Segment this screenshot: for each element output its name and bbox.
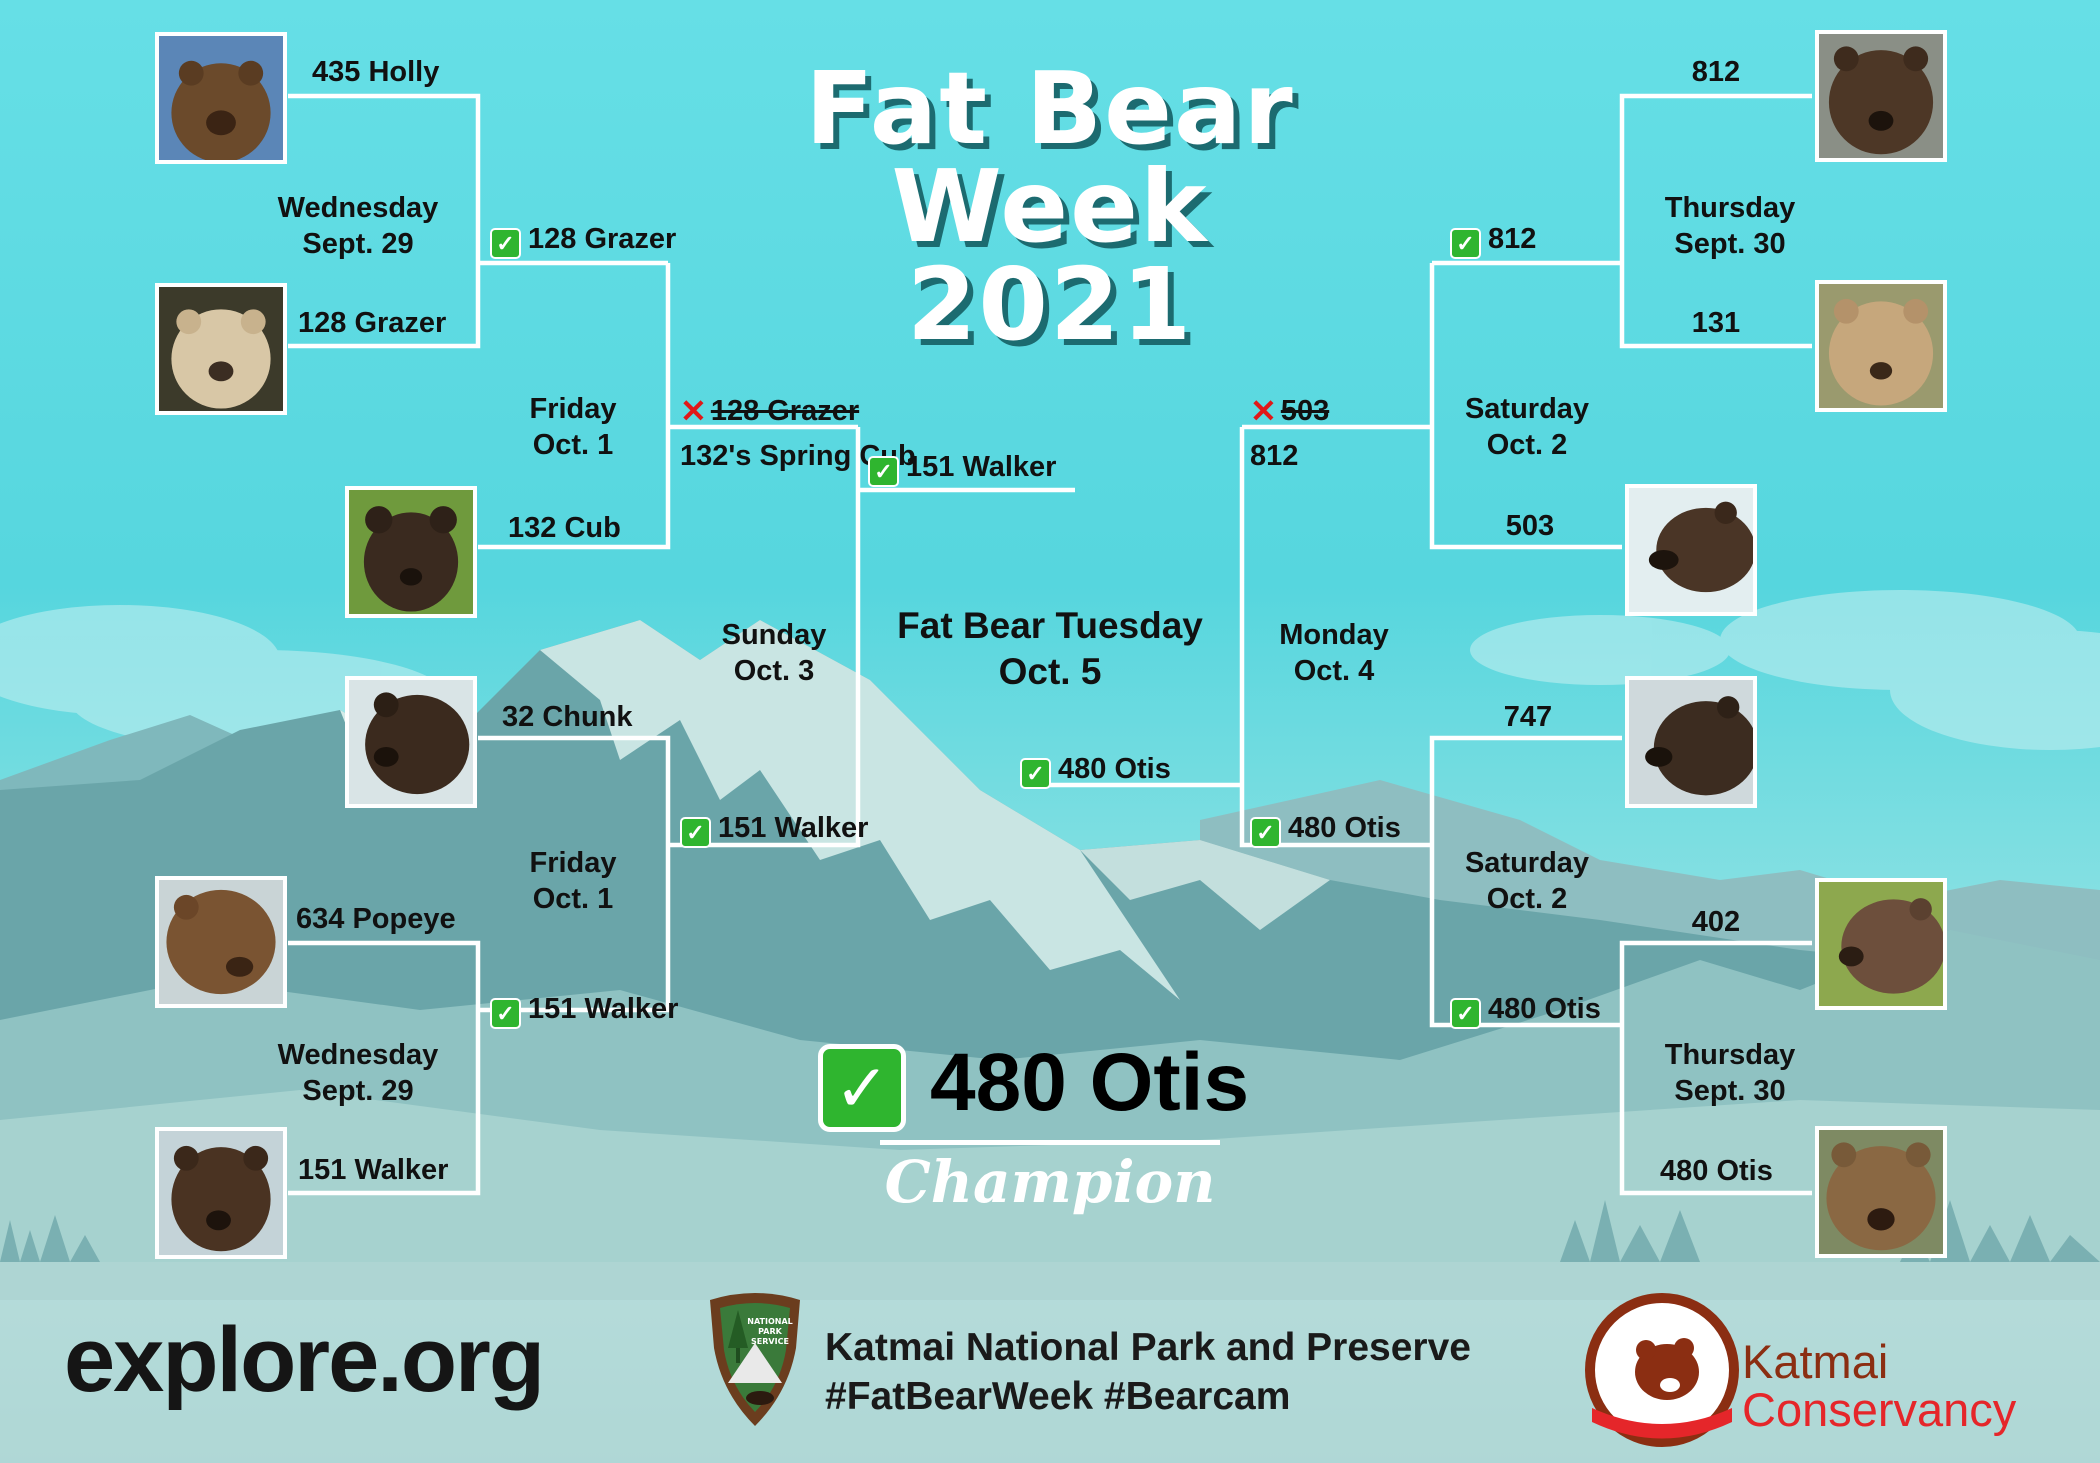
check-icon: ✓ bbox=[1450, 998, 1481, 1029]
round-label-right-r3: Monday Oct. 4 bbox=[1279, 619, 1389, 688]
round-label-left-r2-top: Friday Oct. 1 bbox=[529, 393, 617, 462]
bear-label-402: 402 bbox=[1691, 906, 1741, 938]
bracket-line bbox=[1239, 427, 1432, 848]
cross-icon: ✕ bbox=[680, 393, 707, 429]
park-name: Katmai National Park and Preserve bbox=[825, 1326, 1471, 1369]
check-icon: ✓ bbox=[490, 998, 521, 1029]
bear-label-32: 32 Chunk bbox=[502, 701, 633, 733]
check-icon: ✓ bbox=[1020, 758, 1051, 789]
conservancy-name-line: Conservancy bbox=[1742, 1383, 2017, 1436]
bear-photo-32 bbox=[345, 676, 477, 808]
explore-logo: explore.org bbox=[64, 1309, 545, 1411]
result-l-r3: ✓ 151 Walker bbox=[868, 453, 1056, 487]
round-label-left-r1-top: Wednesday Sept. 29 bbox=[277, 192, 439, 261]
bracket-line bbox=[478, 735, 671, 1013]
bear-photo-151 bbox=[155, 1127, 287, 1259]
bear-photo-128 bbox=[155, 283, 287, 415]
bear-photo-634 bbox=[155, 876, 287, 1008]
bracket-line bbox=[288, 93, 481, 349]
hashtags: #FatBearWeek #Bearcam bbox=[825, 1375, 1291, 1418]
champion-name: 480 Otis bbox=[930, 1037, 1250, 1128]
bear-label-128: 128 Grazer bbox=[298, 307, 447, 339]
bear-photo-503 bbox=[1625, 484, 1757, 616]
bear-photo-480 bbox=[1815, 1126, 1947, 1258]
bear-photo-812 bbox=[1815, 30, 1947, 162]
bear-label-132: 132 Cub bbox=[508, 512, 621, 544]
result-final: ✓ 480 Otis bbox=[1020, 755, 1171, 789]
result-l-r1a: ✓ 128 Grazer bbox=[490, 225, 676, 259]
bear-photo-747 bbox=[1625, 676, 1757, 808]
bracket-line bbox=[1429, 263, 1622, 550]
result-r-r3: ✓ 480 Otis bbox=[1250, 814, 1401, 848]
title-line: 2021 bbox=[906, 246, 1194, 363]
round-label-right-r1-top: Thursday Sept. 30 bbox=[1664, 192, 1796, 261]
result-l-r2b: ✓ 151 Walker bbox=[680, 814, 868, 848]
bracket-line bbox=[288, 940, 481, 1196]
bracket-line bbox=[668, 427, 861, 848]
footer-band bbox=[0, 1262, 2100, 1463]
champion-label: Champion bbox=[884, 1148, 1216, 1216]
bracket-lines bbox=[288, 93, 1812, 1196]
result-r-r2b: ✓ 480 Otis bbox=[1450, 995, 1601, 1029]
champion-check-icon: ✓ bbox=[818, 1044, 906, 1132]
round-label-final: Fat Bear Tuesday Oct. 5 bbox=[897, 605, 1203, 693]
bear-label-480: 480 Otis bbox=[1660, 1155, 1773, 1187]
bear-photo-131 bbox=[1815, 280, 1947, 412]
result-l-r2a-loser: ✕ 128 Grazer bbox=[680, 393, 860, 429]
round-label-right-r1-bottom: Thursday Sept. 30 bbox=[1664, 1039, 1796, 1108]
round-label-left-r1-bottom: Wednesday Sept. 29 bbox=[277, 1039, 439, 1108]
round-label-right-r2-bottom: Saturday Oct. 2 bbox=[1464, 847, 1590, 916]
result-l-r1b: ✓ 151 Walker bbox=[490, 995, 678, 1029]
bear-label-634: 634 Popeye bbox=[296, 903, 456, 935]
bear-label-503: 503 bbox=[1505, 510, 1555, 542]
title-line: Week bbox=[891, 148, 1209, 265]
result-r-r2a-winner: 812 bbox=[1250, 440, 1299, 472]
check-icon: ✓ bbox=[490, 228, 521, 259]
check-icon: ✓ bbox=[1250, 817, 1281, 848]
cross-icon: ✕ bbox=[1250, 393, 1277, 429]
nps-arrowhead-icon: NATIONAL PARK SERVICE bbox=[710, 1293, 800, 1426]
check-icon: ✓ bbox=[680, 817, 711, 848]
bracket-line bbox=[1619, 93, 1812, 349]
katmai-conservancy-logo-icon bbox=[1585, 1293, 1739, 1447]
bear-label-131: 131 bbox=[1691, 307, 1741, 339]
title-line: Fat Bear bbox=[805, 50, 1295, 167]
champion-underline bbox=[880, 1140, 1220, 1145]
round-label-left-r3: Sunday Oct. 3 bbox=[721, 619, 827, 688]
nps-text-line: PARK bbox=[758, 1327, 782, 1336]
bear-label-435: 435 Holly bbox=[312, 56, 440, 88]
bear-photo-435 bbox=[155, 32, 287, 164]
poster-title: Fat Bear Week 2021 bbox=[805, 50, 1295, 363]
bracket-line bbox=[1619, 940, 1812, 1196]
round-label-right-r2-top: Saturday Oct. 2 bbox=[1464, 393, 1590, 462]
result-r-r2a-loser: ✕ 503 bbox=[1250, 393, 1330, 429]
bear-photo-402 bbox=[1815, 878, 1947, 1010]
check-icon: ✓ bbox=[868, 456, 899, 487]
bear-label-747: 747 bbox=[1503, 701, 1553, 733]
tree-line bbox=[0, 1200, 2100, 1262]
nps-text-line: SERVICE bbox=[751, 1337, 789, 1346]
nps-text-line: NATIONAL bbox=[747, 1317, 792, 1326]
bracket-line bbox=[1429, 735, 1622, 1028]
bear-label-151: 151 Walker bbox=[298, 1154, 449, 1186]
check-icon: ✓ bbox=[1450, 228, 1481, 259]
bear-label-812: 812 bbox=[1691, 56, 1741, 88]
conservancy-name-line: Katmai bbox=[1742, 1335, 1889, 1388]
bracket-line bbox=[478, 263, 671, 550]
result-r-r1a: ✓ 812 bbox=[1450, 225, 1536, 259]
bear-photo-132-cub bbox=[345, 486, 477, 618]
round-label-left-r2-bottom: Friday Oct. 1 bbox=[529, 847, 617, 916]
